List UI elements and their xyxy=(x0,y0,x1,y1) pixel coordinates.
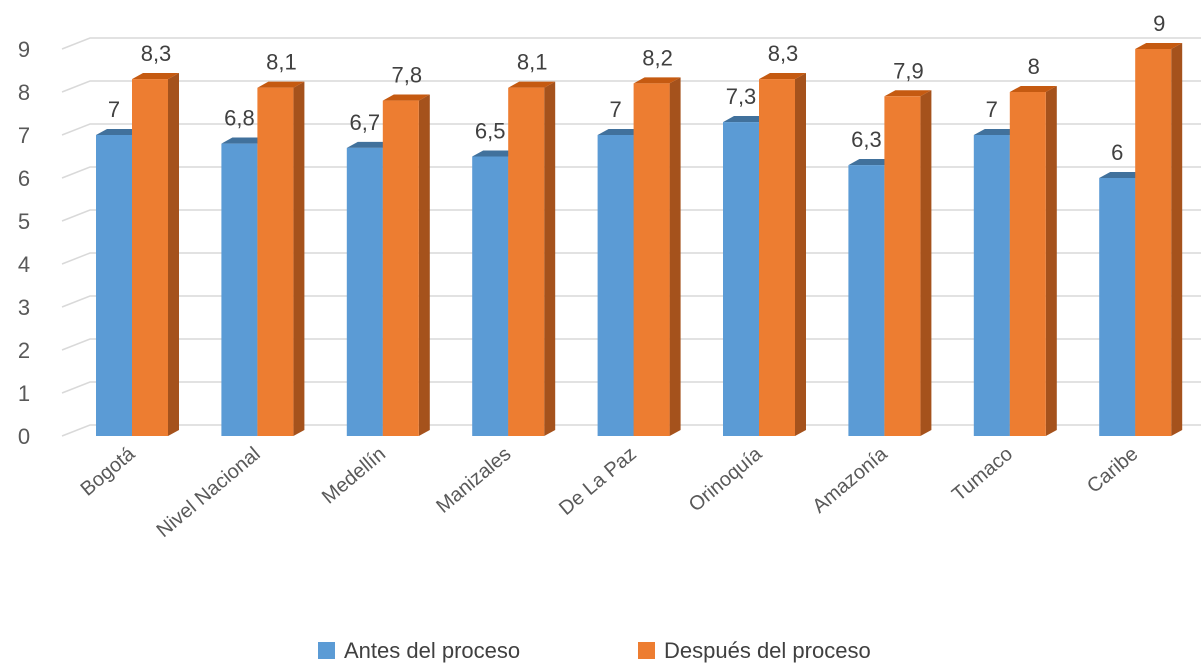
gridline-5 xyxy=(61,209,1201,222)
bar-despues xyxy=(257,81,305,437)
gridline-6 xyxy=(61,166,1201,179)
x-tick-label: Manizales xyxy=(432,443,515,518)
y-tick-label: 9 xyxy=(18,37,30,62)
data-label-antes: 6,3 xyxy=(851,127,882,152)
y-tick-label: 1 xyxy=(18,381,30,406)
data-label-despues: 7,8 xyxy=(392,63,423,88)
bar-despues xyxy=(884,90,932,437)
gridlines xyxy=(61,37,1201,437)
gridline-9 xyxy=(61,37,1201,50)
data-label-despues: 8,1 xyxy=(266,50,297,75)
x-axis: Bogotá Nivel Nacional Medellín Manizales De … xyxy=(77,442,1143,542)
y-axis: 0 1 2 3 4 5 6 7 8 9 xyxy=(18,37,30,449)
data-label-antes: 6 xyxy=(1111,140,1123,165)
data-label-antes: 7 xyxy=(609,97,621,122)
bars xyxy=(96,42,1183,437)
x-tick-label: Nivel Nacional xyxy=(153,443,265,542)
legend-swatch xyxy=(638,642,655,659)
data-label-antes: 7 xyxy=(108,97,120,122)
x-tick-label: Orinoquía xyxy=(685,442,767,516)
legend-item-antes: Antes del proceso xyxy=(318,638,520,663)
data-label-despues: 8 xyxy=(1028,54,1040,79)
legend-swatch xyxy=(318,642,335,659)
gridline-3 xyxy=(61,295,1201,308)
data-labels: 7 8,3 6,8 8,1 6,7 7,8 6,5 8,1 7 8,2 7,3 8,3 6,3 7,9 7 8… xyxy=(108,11,1165,165)
data-label-antes: 7,3 xyxy=(726,84,757,109)
bar-despues xyxy=(1135,42,1183,436)
y-tick-label: 3 xyxy=(18,295,30,320)
bar-despues xyxy=(633,77,681,437)
legend: Antes del proceso Después del proceso xyxy=(318,638,871,663)
gridline-7 xyxy=(61,123,1201,136)
bar-despues xyxy=(508,81,556,437)
gridline-1 xyxy=(61,381,1201,394)
legend-label: Después del proceso xyxy=(664,638,871,663)
y-tick-label: 8 xyxy=(18,80,30,105)
bar-despues xyxy=(382,94,430,437)
y-tick-label: 5 xyxy=(18,209,30,234)
data-label-despues: 9 xyxy=(1153,11,1165,36)
y-tick-label: 7 xyxy=(18,123,30,148)
y-tick-label: 4 xyxy=(18,252,30,277)
legend-label: Antes del proceso xyxy=(344,638,520,663)
y-tick-label: 2 xyxy=(18,338,30,363)
data-label-despues: 8,2 xyxy=(642,45,673,70)
gridline-0 xyxy=(61,424,1201,437)
data-label-antes: 6,8 xyxy=(224,106,255,131)
x-tick-label: Tumaco xyxy=(948,443,1017,506)
x-tick-label: Medellín xyxy=(318,443,390,508)
data-label-antes: 6,5 xyxy=(475,119,506,144)
bar-despues xyxy=(1009,85,1057,436)
x-tick-label: De La Paz xyxy=(555,443,641,520)
x-tick-label: Bogotá xyxy=(77,442,140,500)
data-label-despues: 8,3 xyxy=(141,41,172,66)
gridline-4 xyxy=(61,252,1201,265)
data-label-despues: 8,1 xyxy=(517,50,548,75)
data-label-despues: 7,9 xyxy=(893,58,924,83)
x-tick-label: Amazonía xyxy=(808,442,892,517)
data-label-antes: 6,7 xyxy=(350,110,381,135)
legend-item-despues: Después del proceso xyxy=(638,638,871,663)
data-label-despues: 8,3 xyxy=(768,41,799,66)
gridline-2 xyxy=(61,338,1201,351)
bar-despues xyxy=(132,73,179,437)
y-tick-label: 6 xyxy=(18,166,30,191)
bar-despues xyxy=(759,73,806,437)
gridline-8 xyxy=(61,80,1201,93)
y-tick-label: 0 xyxy=(18,424,30,449)
x-tick-label: Caribe xyxy=(1083,443,1142,498)
data-label-antes: 7 xyxy=(986,97,998,122)
